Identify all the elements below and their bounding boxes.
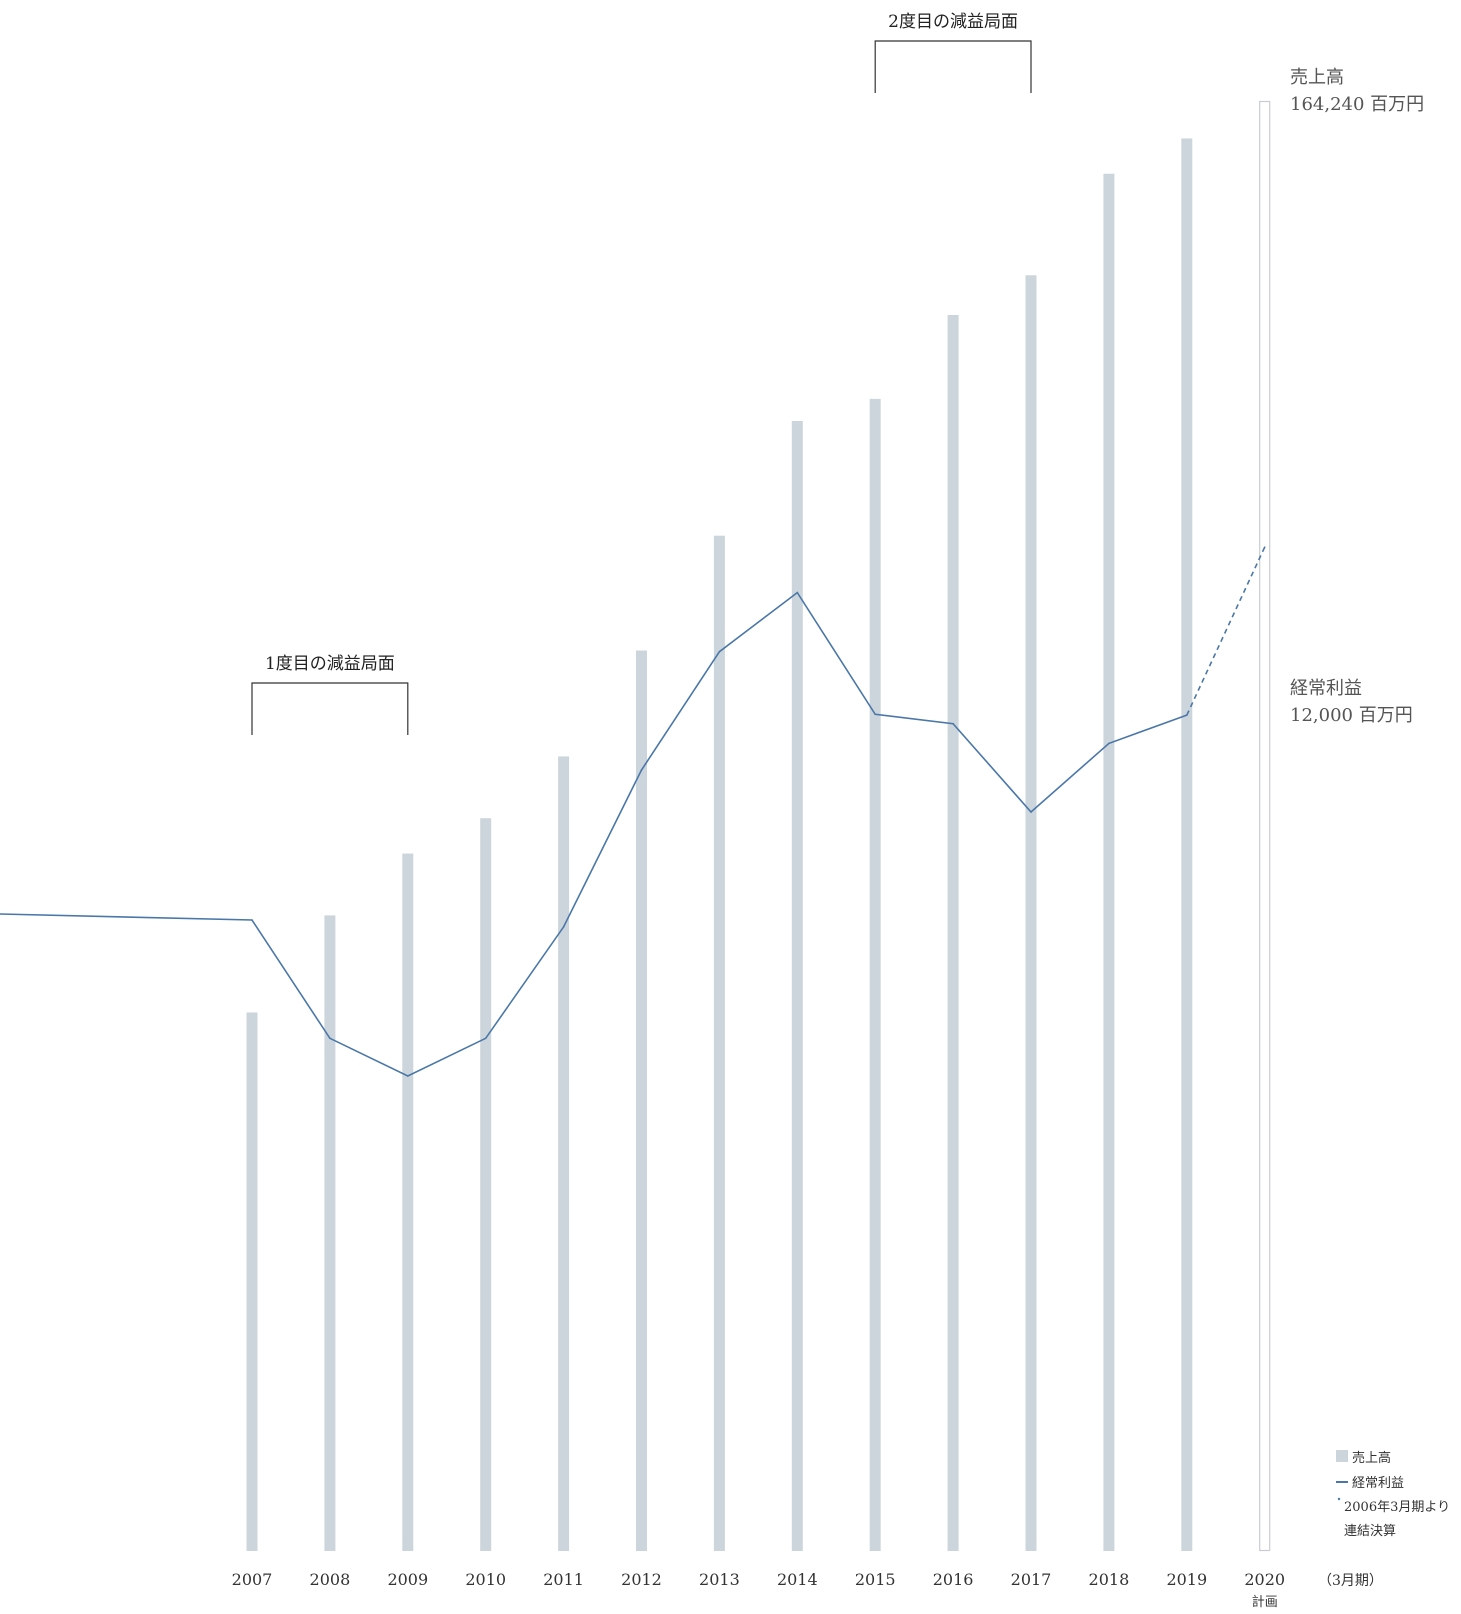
x-tick-2013: 2013 bbox=[699, 1570, 740, 1589]
sales-bar-2014 bbox=[791, 420, 803, 1551]
x-tick-2009: 2009 bbox=[387, 1570, 428, 1589]
x-tick-2016: 2016 bbox=[933, 1570, 974, 1589]
profit-point-2017 bbox=[1030, 811, 1032, 813]
sales-bar-2013 bbox=[713, 535, 725, 1551]
decline-bracket-1 bbox=[251, 682, 409, 735]
decline-bracket-2 bbox=[874, 40, 1032, 93]
decline-annotations: 1度目の減益局面 2度目の減益局面 bbox=[251, 12, 1032, 735]
x-tick-2011: 2011 bbox=[543, 1570, 584, 1589]
sales-bar-2017 bbox=[1025, 275, 1037, 1552]
profit-line-plan bbox=[1186, 546, 1266, 716]
sales-bar-2015 bbox=[869, 398, 881, 1552]
profit-line bbox=[0, 546, 1266, 1077]
sales-end-label-value: 164,240 百万円 bbox=[1290, 94, 1424, 115]
x-axis-unit-label: （3月期） bbox=[1318, 1573, 1383, 1589]
profit-point-2016 bbox=[952, 722, 954, 725]
sales-bar-2011 bbox=[558, 756, 570, 1551]
sales-bar-2009 bbox=[402, 853, 414, 1551]
profit-line-actual bbox=[0, 591, 1188, 1077]
sales-bar-2018 bbox=[1103, 173, 1115, 1551]
x-tick-2008: 2008 bbox=[310, 1570, 351, 1589]
legend-item-4: 連結決算 bbox=[1344, 1524, 1396, 1539]
profit-end-label-name: 経常利益 bbox=[1290, 678, 1362, 699]
sales-bar-2012 bbox=[636, 650, 647, 1551]
sales-bars bbox=[246, 100, 1271, 1552]
profit-point-2010 bbox=[484, 1037, 487, 1040]
sales-bar-2010 bbox=[480, 818, 492, 1551]
profit-point-2020 bbox=[1263, 546, 1266, 548]
profit-point-2015 bbox=[874, 713, 876, 716]
profit-point-2009 bbox=[407, 1075, 409, 1077]
sales-bar-2016 bbox=[947, 315, 959, 1551]
x-tick-2019: 2019 bbox=[1166, 1570, 1207, 1589]
x-tick-2017: 2017 bbox=[1011, 1570, 1052, 1589]
x-axis-labels: 2007 2008 2009 2010 2011 2012 2013 2014 2015 2016… bbox=[232, 1570, 1285, 1610]
x-tick-2018: 2018 bbox=[1089, 1570, 1130, 1589]
profit-point-2014 bbox=[796, 591, 799, 594]
sales-bar-2007 bbox=[246, 1012, 258, 1551]
profit-point-2018 bbox=[1108, 742, 1110, 745]
profit-point-2013 bbox=[718, 650, 721, 653]
x-tick-2014: 2014 bbox=[777, 1570, 818, 1589]
profit-point-2019 bbox=[1186, 714, 1188, 716]
decline-label-2: 2度目の減益局面 bbox=[888, 12, 1018, 32]
sales-bar-2020-plan bbox=[1259, 100, 1271, 1552]
x-tick-2012: 2012 bbox=[621, 1570, 662, 1589]
legend-note-dot bbox=[1337, 1497, 1341, 1501]
profit-point-2007 bbox=[251, 919, 253, 921]
profit-point-2008 bbox=[329, 1037, 331, 1040]
legend-item-1: 売上高 bbox=[1352, 1450, 1391, 1466]
sales-bar-2019 bbox=[1181, 138, 1193, 1552]
x-tick-2007: 2007 bbox=[232, 1570, 273, 1589]
profit-point-2012 bbox=[640, 769, 643, 771]
legend-item-3: 2006年3月期より bbox=[1344, 1500, 1450, 1515]
legend-item-2: 経常利益 bbox=[1352, 1476, 1404, 1491]
sales-bar-2008 bbox=[324, 915, 336, 1551]
x-tick-2015: 2015 bbox=[855, 1570, 896, 1589]
profit-end-label-value: 12,000 百万円 bbox=[1290, 705, 1413, 726]
legend-sales-swatch bbox=[1336, 1450, 1348, 1462]
x-tick-2020: 2020 bbox=[1244, 1570, 1285, 1589]
x-subtick-2020: 計画 bbox=[1252, 1594, 1278, 1610]
x-tick-2010: 2010 bbox=[465, 1570, 506, 1589]
sales-end-label-name: 売上高 bbox=[1290, 67, 1344, 88]
profit-point-2011 bbox=[562, 926, 565, 928]
decline-label-1: 1度目の減益局面 bbox=[265, 654, 395, 674]
